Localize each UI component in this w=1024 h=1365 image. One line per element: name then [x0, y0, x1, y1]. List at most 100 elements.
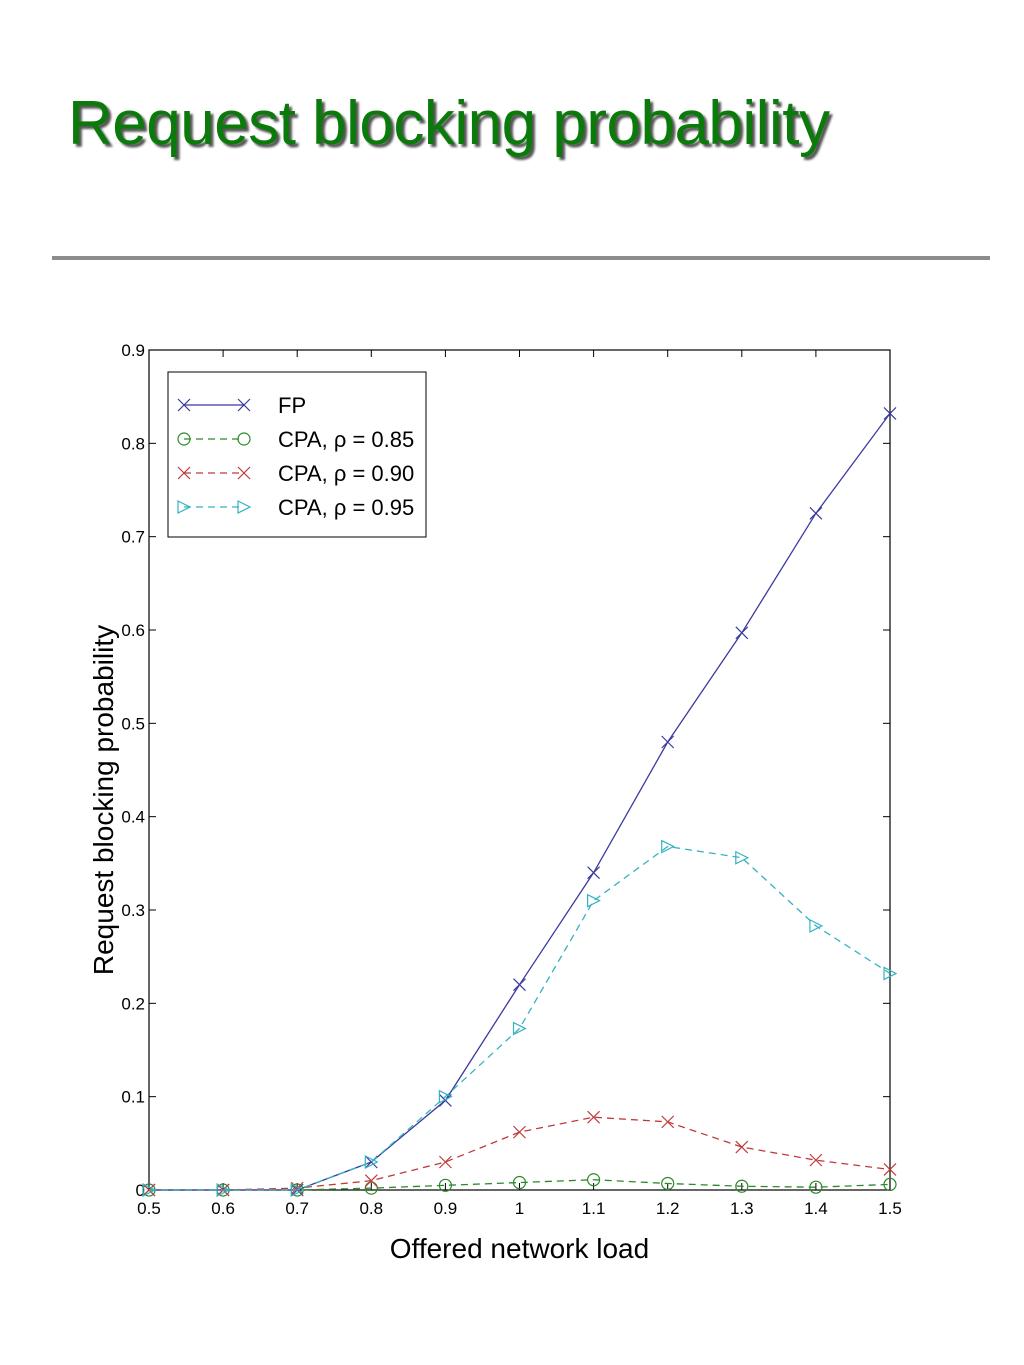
data-point [290, 1183, 305, 1197]
x-tick-label: 1.1 [582, 1199, 606, 1218]
page-title: Request blocking probability [68, 89, 830, 158]
data-point [438, 1178, 452, 1192]
legend-marker [237, 466, 251, 480]
data-point [661, 735, 675, 749]
data-point [883, 407, 897, 420]
data-point [438, 1093, 452, 1107]
data-point [809, 918, 824, 933]
marker-stroke [661, 1115, 675, 1129]
marker-stroke [809, 506, 823, 520]
data-point [586, 893, 601, 908]
x-tick-label: 0.5 [137, 1199, 161, 1218]
legend-marker [177, 500, 192, 514]
data-point [809, 506, 823, 520]
legend-marker [177, 466, 191, 480]
data-point [661, 1176, 675, 1191]
legend-label: CPA, ρ = 0.90 [278, 461, 414, 486]
data-point [513, 978, 526, 992]
x-tick-label: 1 [515, 1199, 524, 1218]
y-tick-label: 0.6 [121, 621, 145, 640]
legend-label: CPA, ρ = 0.85 [278, 427, 414, 452]
data-point [142, 1183, 157, 1197]
data-point [364, 1174, 378, 1188]
x-tick-label: 0.9 [434, 1199, 458, 1218]
y-tick-label: 0.3 [121, 901, 145, 920]
y-tick-label: 0.7 [121, 528, 145, 547]
legend-label: FP [278, 393, 306, 418]
x-tick-label: 1.2 [656, 1199, 680, 1218]
y-tick-label: 0.4 [121, 808, 145, 827]
legend-marker [237, 500, 252, 514]
y-tick-label: 0.9 [121, 341, 145, 360]
y-axis-label: Request blocking probability [88, 625, 119, 975]
data-point [513, 1125, 526, 1139]
marker-stroke [735, 626, 749, 640]
legend-label: CPA, ρ = 0.95 [278, 495, 414, 520]
data-point [364, 1181, 378, 1195]
data-point [216, 1183, 231, 1197]
data-point [512, 1021, 527, 1036]
marker-stroke [513, 978, 526, 992]
marker-stroke [364, 1174, 378, 1188]
x-tick-label: 1.5 [878, 1199, 902, 1218]
x-tick-label: 0.7 [285, 1199, 309, 1218]
legend-marker [237, 398, 251, 412]
marker-stroke [438, 1155, 452, 1169]
marker-stroke [883, 1163, 897, 1176]
data-point [883, 1177, 897, 1192]
marker-stroke [290, 1181, 304, 1195]
legend-marker [177, 432, 191, 446]
data-point [364, 1155, 379, 1169]
x-tick-label: 1.3 [730, 1199, 754, 1218]
data-point [883, 966, 898, 981]
data-point [661, 1115, 675, 1129]
series-line [149, 1116, 891, 1191]
data-point [735, 626, 749, 640]
marker-stroke [661, 735, 675, 749]
marker-stroke [735, 1140, 749, 1154]
marker-stroke [587, 866, 601, 880]
data-point [512, 1175, 527, 1190]
data-point [438, 1155, 452, 1169]
data-point [290, 1181, 304, 1195]
data-point [586, 1173, 601, 1187]
marker-stroke [177, 466, 191, 480]
marker-stroke [809, 1153, 823, 1167]
y-tick-label: 0.5 [121, 714, 145, 733]
data-point [587, 866, 601, 880]
y-tick-label: 0 [136, 1181, 145, 1200]
legend-marker [237, 432, 251, 446]
data-point [809, 1153, 823, 1167]
data-point [809, 1180, 823, 1194]
marker-stroke [177, 398, 191, 412]
series-line [149, 845, 891, 1191]
y-tick-label: 0.8 [121, 434, 145, 453]
data-point [661, 839, 676, 854]
x-axis-label: Offered network load [390, 1233, 649, 1264]
title-divider [52, 256, 990, 260]
marker-stroke [237, 466, 251, 480]
marker-stroke [438, 1093, 452, 1107]
marker-stroke [587, 1110, 601, 1124]
marker-stroke [513, 1125, 526, 1139]
data-point [735, 1179, 749, 1193]
legend-marker [177, 398, 191, 412]
marker-stroke [237, 398, 251, 412]
series-layer [142, 407, 898, 1197]
series-3 [142, 839, 898, 1197]
y-tick-label: 0.2 [121, 994, 145, 1013]
x-tick-label: 0.6 [211, 1199, 235, 1218]
x-tick-label: 0.8 [359, 1199, 383, 1218]
data-point [587, 1110, 601, 1124]
x-tick-label: 1.4 [804, 1199, 828, 1218]
data-point [438, 1089, 453, 1104]
axis-ticks: 0.5 0.6 0.7 0.8 0.9 1 1.1 1.2 1.3 1.4 1.5 0 0.1 0.2 0.… [121, 341, 901, 1218]
y-tick-label: 0.1 [121, 1088, 145, 1107]
legend: FP CPA, ρ = 0.85 CPA, ρ = 0.90 CPA, ρ = 0.9… [167, 371, 427, 538]
data-point [735, 1140, 749, 1154]
data-point [883, 1163, 897, 1176]
marker-stroke [883, 407, 897, 420]
legend-box [167, 371, 427, 538]
data-point [735, 850, 750, 865]
